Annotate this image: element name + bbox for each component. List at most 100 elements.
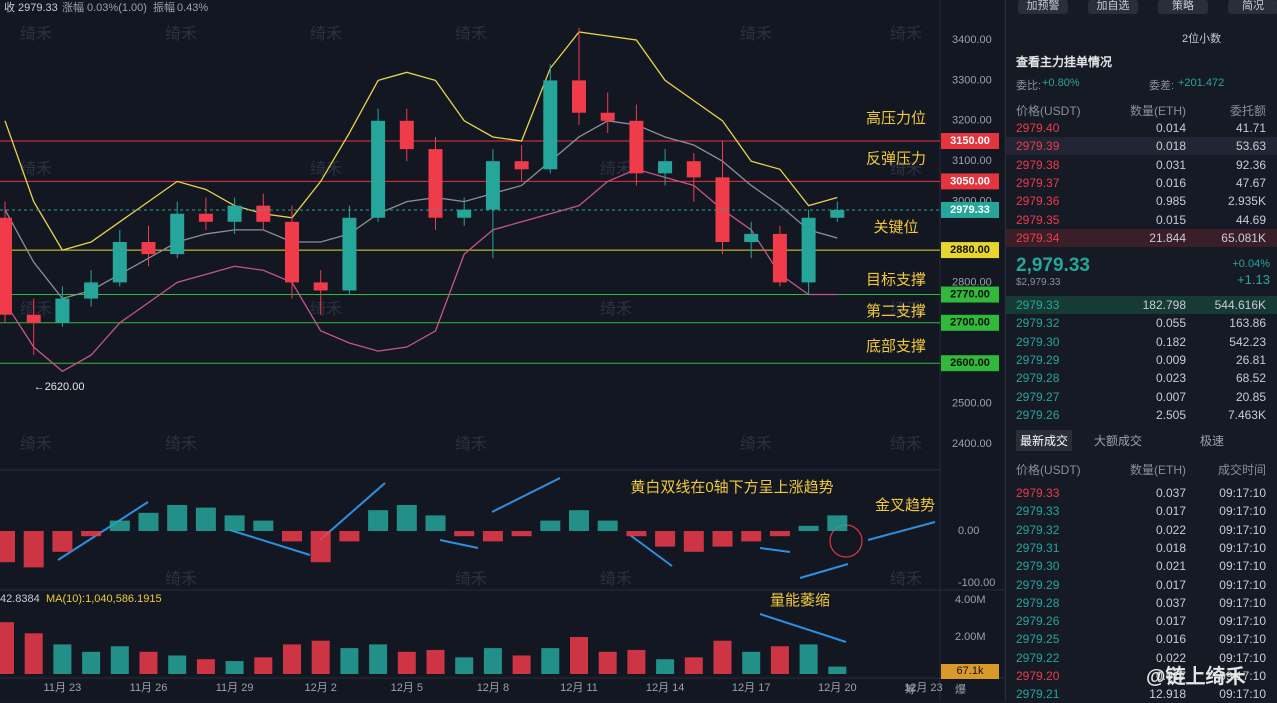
trade-row-cell: 2979.30 (1016, 559, 1060, 574)
level-tag (941, 173, 999, 190)
last-price: 2,979.33 (1016, 255, 1090, 276)
watermark: 绮禾 (600, 160, 632, 178)
y-tick-label: 3400.00 (952, 34, 992, 46)
footer-icon: 爆 (955, 682, 966, 696)
ask-row: 2979.40 0.014 41.71 (1006, 119, 1277, 137)
ask-row-cell: 53.63 (1235, 139, 1266, 154)
macd-bar (195, 507, 216, 531)
trade-row: 2979.25 0.016 09:17:10 (1006, 630, 1277, 648)
ask-row-cell: 0.018 (1155, 139, 1186, 154)
trade-row-cell: 0.017 (1155, 504, 1186, 519)
trade-row-cell: 2979.29 (1016, 577, 1060, 592)
x-tick-label: 12月 11 (560, 682, 598, 694)
trade-row-cell: 0.037 (1155, 595, 1186, 610)
candle-body (227, 205, 242, 222)
bid-row-cell: 68.52 (1235, 371, 1266, 386)
panel-button[interactable]: 加预警 (1018, 0, 1068, 14)
macd-bar (454, 531, 475, 537)
bid-row: 2979.26 2.505 7.463K (1006, 406, 1277, 424)
macd-bar (282, 531, 302, 542)
macd-bar (741, 531, 762, 542)
macd-tick-label: 0.00 (958, 525, 979, 537)
ask-row-cell: 21.844 (1149, 230, 1186, 245)
diff-label: 委差: (1149, 80, 1175, 92)
trade-row-cell: 09:17:10 (1219, 669, 1266, 683)
boll-line (4, 31, 838, 251)
bid-row-cell: 2979.30 (1016, 334, 1060, 349)
ask-row-cell: 44.69 (1235, 212, 1266, 227)
ask-row-cell: 2.935K (1227, 194, 1266, 209)
candle-body (170, 213, 185, 255)
volume-bar (0, 622, 14, 674)
candle-body (600, 112, 615, 121)
bid-row-cell: 2979.27 (1016, 389, 1060, 404)
macd-bar (827, 515, 848, 531)
bid-row: 2979.33 182.798 544.616K (1006, 296, 1277, 314)
boll-line (4, 120, 838, 300)
watermark: 绮禾 (455, 25, 487, 43)
level-note: 关键位 (873, 219, 918, 236)
x-tick-label: 12月 20 (818, 682, 857, 694)
low-marker: ←2620.00 (34, 381, 85, 393)
volume-bar (283, 644, 301, 674)
trade-row: 2979.20 0.017 09:17:10 (1006, 667, 1277, 685)
macd-bar (167, 505, 188, 531)
last-usd: $2,979.33 (1016, 277, 1061, 288)
trade-row-cell: 2979.32 (1016, 522, 1060, 537)
diff: +201.472 (1178, 77, 1225, 89)
bid-row-cell: 0.023 (1155, 371, 1186, 386)
trade-tab[interactable]: 大额成交 (1094, 434, 1143, 448)
volume-ma-label: MA(10):1,040,586.1915 (46, 593, 162, 605)
volume-bar (369, 644, 388, 674)
trade-row-cell: 2979.26 (1016, 614, 1060, 629)
trade-tab[interactable]: 极速 (1200, 434, 1225, 448)
ask-row: 2979.38 0.031 92.36 (1006, 156, 1277, 174)
volume-bar (828, 666, 847, 674)
volume-bar (196, 659, 215, 674)
trade-row-cell: 12.918 (1149, 687, 1186, 702)
trade-row-cell: 09:17:10 (1219, 540, 1266, 555)
ask-row-cell: 0.014 (1155, 121, 1186, 135)
level-tag-label: 2880.00 (950, 244, 990, 256)
volume-bar (139, 651, 158, 674)
x-tick-label: 12月 8 (477, 682, 509, 694)
bid-row: 2979.29 0.009 26.81 (1006, 351, 1277, 369)
bid-row-cell: 182.798 (1142, 298, 1186, 312)
bid-row-cell: 2979.28 (1016, 371, 1060, 386)
volume-bar (570, 637, 588, 674)
trade-row-cell: 0.016 (1155, 632, 1186, 647)
level-tag-label: 3150.00 (950, 135, 990, 147)
candle-body (313, 282, 328, 291)
current-price-tag (941, 201, 999, 218)
y-tick-label: 2400.00 (952, 438, 992, 450)
trade-tab[interactable]: 最新成交 (1016, 430, 1073, 451)
trade-row-cell: 09:17:10 (1219, 577, 1266, 592)
level-note: 第二支撑 (866, 302, 926, 320)
candle-body (772, 233, 787, 283)
volume-bar (799, 644, 818, 674)
trade-row-cell: 2979.22 (1016, 650, 1060, 665)
panel-button[interactable]: 加自选 (1088, 0, 1138, 14)
macd-bar (253, 520, 274, 531)
watermark: 绮禾 (20, 25, 52, 43)
watermark: 绮禾 (20, 435, 52, 453)
level-tag-label: 3050.00 (950, 175, 990, 187)
x-tick-label: 12月 2 (304, 682, 336, 694)
panel-button[interactable]: 简况 (1228, 0, 1277, 14)
trade-row: 2979.28 0.037 09:17:10 (1006, 594, 1277, 612)
info-close-label: 收 (4, 0, 15, 14)
trade-row: 2979.33 0.017 09:17:10 (1006, 502, 1277, 520)
watermark: 绮禾 (890, 25, 922, 43)
x-tick-label: 12月 14 (646, 682, 685, 694)
volume-bar (541, 648, 560, 674)
candle-body (428, 149, 443, 218)
trade-row: 2979.21 12.918 09:17:10 (1006, 685, 1277, 703)
macd-bar (23, 531, 44, 568)
ask-row: 2979.35 0.015 44.69 (1006, 211, 1277, 229)
ask-row-cell: 0.031 (1155, 157, 1186, 172)
panel-button[interactable]: 策略 (1158, 0, 1208, 14)
last-chg: +1.13 (1237, 272, 1270, 287)
trade-row: 2979.30 0.021 09:17:10 (1006, 557, 1277, 575)
trade-row-cell: 0.017 (1155, 614, 1186, 629)
bid-row-cell: 2979.26 (1016, 407, 1060, 422)
